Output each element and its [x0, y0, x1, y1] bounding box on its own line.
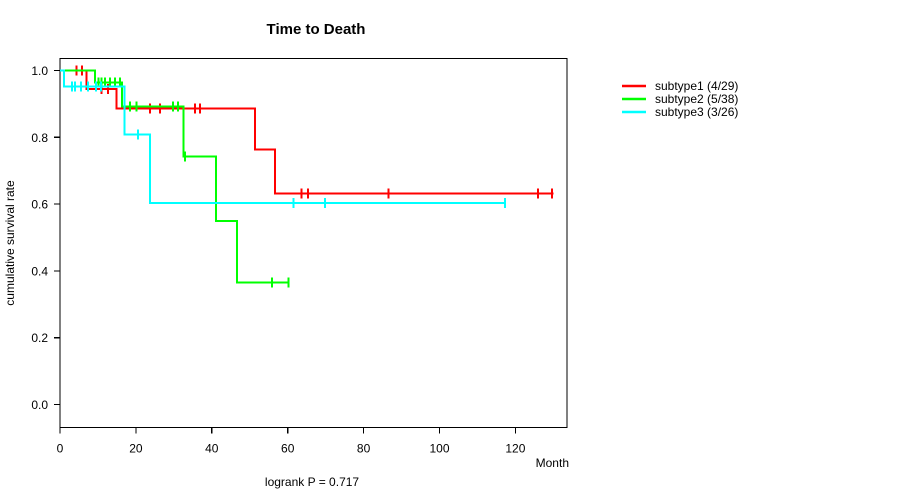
x-tick-label: 100	[429, 442, 449, 456]
legend-label-subtype2: subtype2 (5/38)	[655, 92, 738, 106]
y-tick-label: 0.2	[31, 331, 48, 345]
series-subtype2-curve	[60, 69, 289, 284]
y-axis-label: cumulative survival rate	[3, 180, 17, 306]
plot-box	[59, 57, 568, 429]
y-tick-label: 0.4	[31, 264, 48, 278]
legend-item-subtype1: subtype1 (4/29)	[622, 79, 738, 93]
series-subtype2	[60, 69, 290, 288]
series-subtype1	[60, 65, 554, 199]
series-subtype3-curve	[60, 69, 506, 204]
legend: subtype1 (4/29) subtype2 (5/38) subtype3…	[622, 79, 738, 119]
legend-item-subtype2: subtype2 (5/38)	[622, 92, 738, 106]
y-tick-label: 0.8	[31, 131, 48, 145]
x-axis-label: Month	[536, 456, 569, 470]
x-tick-label: 20	[129, 442, 143, 456]
y-tick-label: 1.0	[31, 64, 48, 78]
x-tick-label: 120	[505, 442, 525, 456]
x-tick-label: 0	[57, 442, 64, 456]
x-tick-label: 40	[205, 442, 219, 456]
series-subtype1-censor-ticks	[75, 65, 553, 199]
chart-title: Time to Death	[267, 21, 366, 38]
x-tick-label: 60	[281, 442, 295, 456]
legend-item-subtype3: subtype3 (3/26)	[622, 105, 738, 119]
series-subtype3	[60, 69, 507, 208]
legend-label-subtype1: subtype1 (4/29)	[655, 79, 738, 93]
footnote-logrank-p: logrank P = 0.717	[265, 475, 360, 489]
legend-label-subtype3: subtype3 (3/26)	[655, 105, 738, 119]
y-tick-label: 0.6	[31, 198, 48, 212]
series-subtype1-curve	[60, 69, 554, 195]
series-subtype3-censor-ticks	[70, 81, 507, 208]
plot-area: 0 20 40 60 80 100 120 0.0 0.2 0.4 0.6 0.8 1.0	[31, 57, 568, 456]
y-tick-label: 0.0	[31, 398, 48, 412]
x-tick-label: 80	[357, 442, 371, 456]
